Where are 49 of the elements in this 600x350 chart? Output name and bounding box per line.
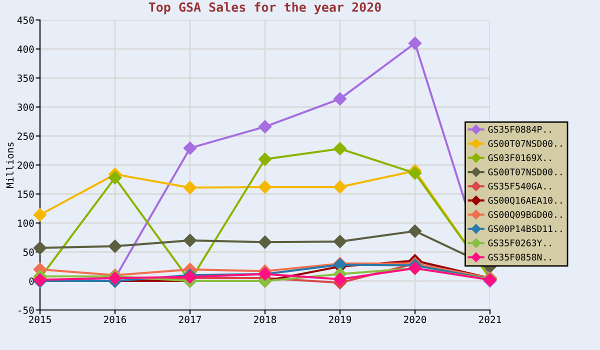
point xyxy=(183,234,197,247)
y-tick-label: 400 xyxy=(17,46,34,53)
legend-label: GS35F0858N.. xyxy=(488,254,551,261)
point xyxy=(33,241,47,255)
legend-label: GS00T07NSD00.. xyxy=(488,168,562,176)
legend-label: GS00T07NSD00.. xyxy=(488,140,562,147)
x-tick-label: 2015 xyxy=(29,316,51,324)
y-tick-label: 0 xyxy=(29,278,34,285)
y-tick-label: 300 xyxy=(18,104,34,111)
y-tick-label: 350 xyxy=(18,74,34,82)
point xyxy=(258,120,272,134)
point xyxy=(258,180,272,194)
point xyxy=(408,224,422,238)
point xyxy=(258,152,272,166)
x-tick-label: 2018 xyxy=(254,316,276,324)
legend-label: GS00Q09BGD00.. xyxy=(488,211,562,220)
x-tick-label: 2017 xyxy=(179,316,201,324)
point xyxy=(333,272,347,286)
point xyxy=(258,236,272,249)
x-tick-label: 2021 xyxy=(479,316,502,324)
point xyxy=(108,171,122,184)
point xyxy=(183,181,197,194)
point xyxy=(333,142,347,156)
legend-label: GS35F540GA.. xyxy=(488,182,551,190)
legend-label: GS03F0169X.. xyxy=(488,154,551,162)
y-tick-label: 100 xyxy=(18,220,34,227)
point xyxy=(333,180,347,194)
point xyxy=(183,142,197,155)
y-tick-label: 50 xyxy=(23,248,34,256)
point xyxy=(408,166,422,180)
point xyxy=(333,234,347,248)
point xyxy=(408,36,422,50)
legend-label: GS00Q16AEA10.. xyxy=(488,196,562,205)
x-tick-label: 2016 xyxy=(104,316,126,324)
point xyxy=(333,92,347,106)
legend-label: GS35F0263Y.. xyxy=(488,240,551,246)
y-tick-label: 200 xyxy=(18,162,34,169)
y-tick-label: 250 xyxy=(18,132,34,140)
legend-label: GS35F0884P.. xyxy=(488,126,551,133)
legend-label: GS00P14BSD11.. xyxy=(488,225,562,232)
y-axis-title: Millions xyxy=(6,142,14,188)
x-tick-label: 2019 xyxy=(329,316,352,324)
y-tick-label: 150 xyxy=(18,190,34,198)
chart-title: Top GSA Sales for the year 2020 xyxy=(148,2,381,14)
y-tick-label: 450 xyxy=(17,16,34,24)
point xyxy=(33,208,47,222)
x-tick-label: 2020 xyxy=(404,316,426,324)
point xyxy=(108,240,122,253)
y-tick-label: -50 xyxy=(18,306,34,314)
